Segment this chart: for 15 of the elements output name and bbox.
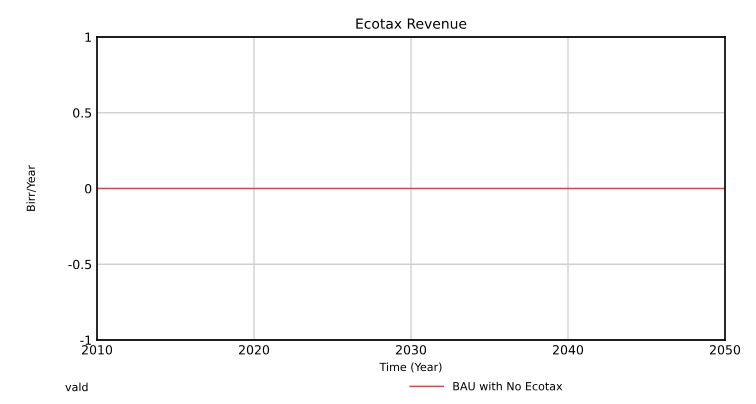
text: vald [65, 382, 88, 392]
x-axis-title: Time (Year) [380, 362, 442, 372]
y-tick-label: -0.5 [68, 260, 92, 270]
y-tick-label: -1 [80, 336, 91, 345]
y-axis-title: Birr/Year [26, 165, 36, 211]
x-tick-label: 2050 [710, 345, 740, 355]
y-tick-label: 0.5 [73, 108, 92, 118]
y-tick-label: 1 [86, 32, 91, 42]
y-tick-label: 0 [85, 184, 92, 194]
x-tick-label: 2040 [553, 345, 584, 355]
x-tick-label: 2030 [396, 345, 426, 355]
legend-label: BAU with No Ecotax [453, 382, 562, 390]
x-tick-label: 2010 [82, 345, 112, 355]
chart-title: Ecotax Revenue [356, 18, 466, 29]
x-tick-label: 2020 [239, 345, 270, 355]
